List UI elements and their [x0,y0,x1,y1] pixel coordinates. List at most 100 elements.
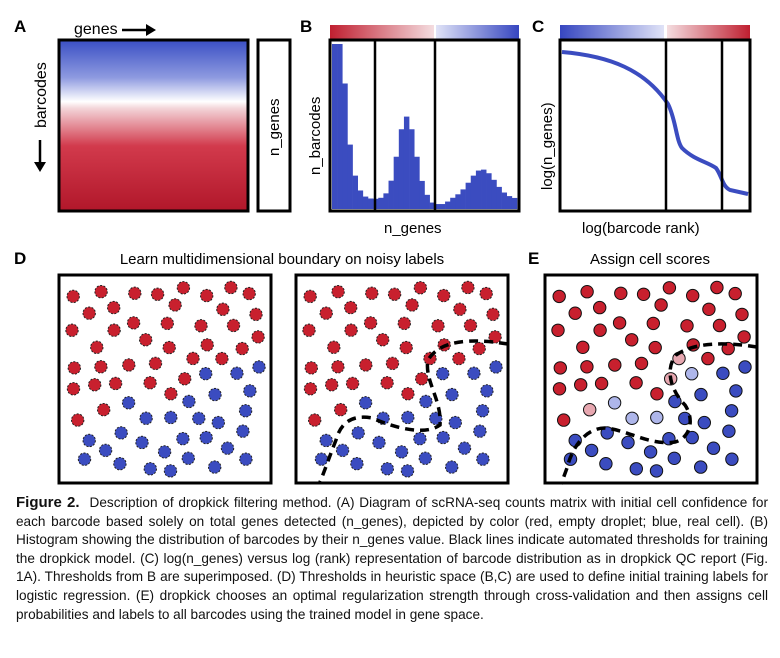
cell-dot [650,410,664,425]
empty-droplet-dot [737,330,751,344]
empty-droplet-dot [385,356,400,371]
cell-dot [230,366,244,380]
cell-dot [350,457,364,471]
empty-droplet-dot [327,340,341,354]
panel-b: B n_barcodes n_genes [300,17,521,237]
panel-c-y-label: log(n_genes) [539,102,556,190]
histogram-bar [491,179,497,209]
histogram-bar [383,193,389,209]
cell-dot [445,387,459,402]
empty-droplet-dot [200,288,214,303]
empty-droplet-dot [376,333,390,347]
cell-dot [208,387,222,402]
empty-droplet-dot [479,286,493,301]
cell-dot [314,452,329,466]
cell-dot [685,367,699,381]
empty-droplet-dot [363,316,378,330]
cell-dot [419,394,433,409]
empty-droplet-dot [249,307,263,322]
empty-droplet-dot [431,319,445,333]
empty-droplet-dot [94,360,108,374]
histogram-bar [352,175,358,209]
empty-droplet-dot [415,372,429,386]
empty-droplet-dot [552,382,567,396]
histogram-bar [481,169,487,209]
cell-dot [668,394,682,409]
panel-c-frame [558,38,752,213]
histogram-bar [501,192,508,209]
empty-droplet-dot [553,361,567,375]
histogram-bars [332,44,518,209]
empty-droplet-dot [251,330,265,344]
histogram-bar [506,196,513,209]
empty-droplet-dot [702,302,716,316]
empty-droplet-dot [126,316,141,330]
histogram-bar [511,197,518,209]
panel-c-x-label: log(barcode rank) [582,220,700,237]
cell-dot [77,452,92,466]
empty-droplet-dot [625,333,639,347]
cell-dot [135,435,149,450]
empty-droplet-dot [583,403,597,417]
cell-dot [380,462,394,476]
empty-droplet-dot [646,316,660,331]
cell-dot [489,360,503,374]
panel-c-letter: C [532,17,544,36]
cell-dot [694,387,708,402]
empty-droplet-dot [728,286,742,301]
cell-dot [372,435,386,450]
empty-droplet-dot [224,280,238,295]
empty-droplet-dot [551,323,565,337]
panel-b-frame [328,38,521,213]
cell-dot [694,460,708,474]
empty-droplet-dot [235,341,249,356]
empty-droplet-dot [701,351,715,366]
histogram-bar [414,156,420,209]
panel-a-letter: A [14,17,26,36]
cell-dot [335,443,350,458]
empty-droplet-dot [66,382,81,396]
right-arrow-icon [122,24,156,36]
empty-droplet-dot [107,300,121,315]
n-genes-box [256,38,292,213]
cell-dot [600,426,614,440]
cell-dot [400,464,415,478]
empty-droplet-dot [325,378,339,392]
empty-droplet-dot [380,376,394,390]
cell-dot [480,384,494,398]
cell-dot [436,430,450,445]
empty-droplet-dot [67,361,82,375]
histogram-bar [362,196,369,209]
panel-a-y-label: barcodes [33,62,50,128]
empty-droplet-dot [405,298,419,312]
histogram-bar [486,173,492,209]
empty-droplet-dot [344,323,358,337]
histogram-bar [337,44,343,209]
empty-droplet-dot [580,285,594,299]
cell-dot [649,464,664,478]
empty-droplet-dot [486,307,500,322]
cell-dot [211,415,226,430]
empty-droplet-dot [334,403,348,417]
empty-droplet-dot [128,286,142,300]
cell-dot [448,415,462,430]
caption-text: Description of dropkick filtering method… [16,495,769,622]
cell-dot [413,432,427,446]
cell-dot [475,404,490,418]
cell-dot [319,433,333,448]
histogram-bar [445,201,451,209]
cell-dot [716,366,730,380]
decision-boundary-e [559,342,758,485]
empty-droplet-dot [580,360,594,374]
empty-droplet-dot [710,280,724,295]
histogram-bar [403,116,410,209]
empty-droplet-dot [614,286,628,300]
empty-droplet-dot [71,413,85,427]
empty-droplet-dot [176,281,191,295]
empty-droplet-dot [576,340,590,354]
empty-droplet-dot [594,376,609,391]
panel-e-title: Assign cell scores [590,251,710,268]
cell-dot [351,426,365,440]
empty-droplet-dot [164,387,178,401]
cell-dot [164,410,178,425]
